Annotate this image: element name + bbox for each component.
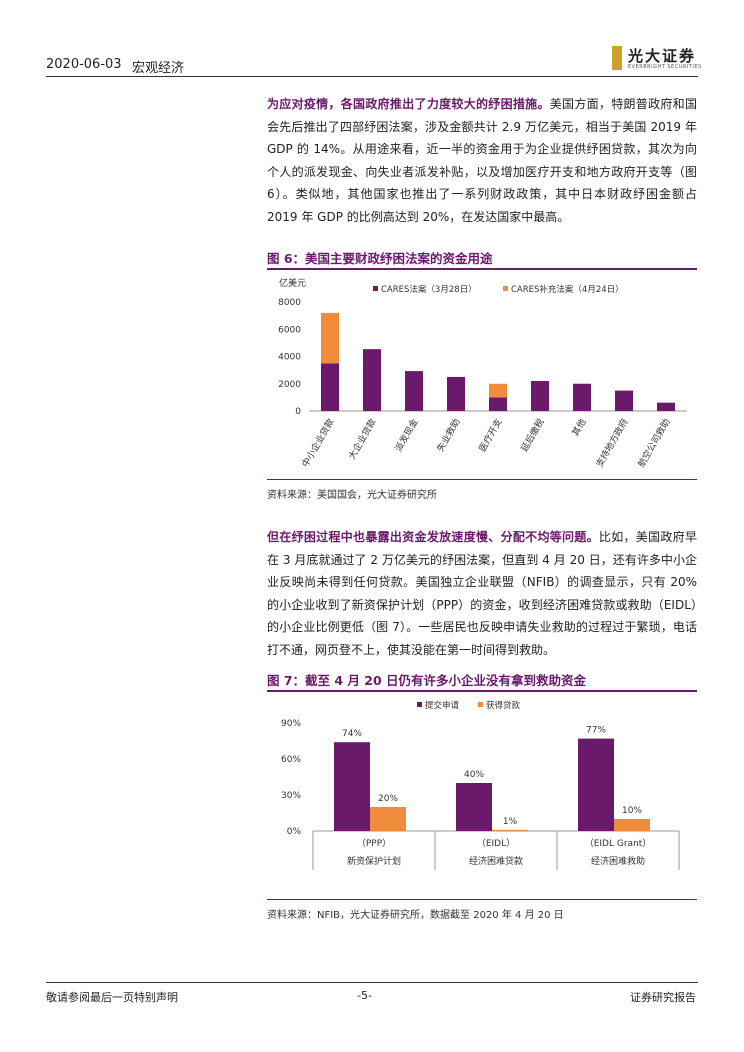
bar bbox=[615, 390, 633, 411]
figure-6-title: 图 6：美国主要财政纾困法案的资金用途 bbox=[267, 251, 493, 266]
y-tick-label: 8000 bbox=[278, 298, 301, 308]
data-label: 1% bbox=[503, 817, 518, 827]
y-tick-label: 0% bbox=[287, 827, 302, 837]
legend-label: CARES法案（3月28日） bbox=[381, 284, 477, 295]
x-group-label: 经济困难贷款 bbox=[469, 855, 523, 867]
data-label: 10% bbox=[622, 806, 642, 816]
x-group-label: 新资保护计划 bbox=[347, 855, 401, 867]
bar bbox=[321, 363, 339, 411]
paragraph-2: 但在纾困过程中也暴露出资金发放速度慢、分配不均等问题。比如，美国政府早在 3 月… bbox=[267, 526, 697, 661]
x-tick-label: 其他 bbox=[569, 417, 588, 439]
figure-7-title: 图 7：截至 4 月 20 日仍有许多小企业没有拿到救助资金 bbox=[267, 673, 587, 688]
bar bbox=[334, 742, 370, 831]
x-tick-label: 大企业贷款 bbox=[346, 417, 379, 462]
bar bbox=[489, 383, 507, 398]
bar bbox=[405, 371, 423, 411]
legend-swatch bbox=[417, 702, 422, 707]
legend-swatch bbox=[478, 702, 483, 707]
bar bbox=[531, 381, 549, 411]
x-tick-label: 派发现金 bbox=[392, 417, 420, 454]
paragraph-1-body: 美国方面，特朗普政府和国会先后推出了四部纾困法案，涉及金额共计 2.9 万亿美元… bbox=[267, 97, 697, 224]
bar bbox=[492, 829, 528, 831]
y-tick-label: 90% bbox=[281, 719, 301, 729]
legend-label: 提交申请 bbox=[425, 700, 460, 711]
paragraph-1: 为应对疫情，各国政府推出了力度较大的纾困措施。美国方面，特朗普政府和国会先后推出… bbox=[267, 93, 697, 228]
footer-disclaimer: 敬请参阅最后一页特别声明 bbox=[46, 991, 178, 1004]
figure-6-chart: 亿美元 0 2000 4000 6000 8000 CARES法案（3月28日） CARES补… bbox=[278, 277, 687, 470]
x-tick-label: 失业救助 bbox=[434, 417, 462, 454]
report-category: 宏观经济 bbox=[132, 61, 185, 76]
figure-7-chart: 0% 30% 60% 90% 提交申请 获得贷款 74% 20% （PPP） 新资保护计划 40% 1… bbox=[281, 700, 680, 870]
paragraph-1-lead: 为应对疫情，各国政府推出了力度较大的纾困措施。 bbox=[267, 97, 550, 111]
x-tick-label: （PPP） bbox=[357, 838, 391, 849]
y-axis-unit: 亿美元 bbox=[279, 277, 306, 289]
report-date: 2020-06-03 bbox=[46, 57, 122, 72]
figure-6-source: 资料来源：美国国会，光大证券研究所 bbox=[267, 490, 437, 501]
figure-7-source: 资料来源：NFIB，光大证券研究所，数据截至 2020 年 4 月 20 日 bbox=[267, 910, 564, 921]
page-number: -5- bbox=[357, 989, 372, 1002]
y-tick-label: 4000 bbox=[278, 353, 301, 363]
y-tick-label: 0 bbox=[295, 407, 301, 417]
x-tick-label: （EIDL Grant） bbox=[585, 838, 652, 849]
bar bbox=[456, 783, 492, 831]
y-tick-label: 6000 bbox=[278, 325, 301, 335]
bar bbox=[657, 402, 675, 411]
x-tick-label: 医疗开支 bbox=[476, 417, 504, 454]
bar bbox=[489, 397, 507, 411]
bar bbox=[578, 738, 614, 831]
paragraph-2-body: 比如，美国政府早在 3 月底就通过了 2 万亿美元的纾困法案，但直到 4 月 2… bbox=[267, 530, 697, 657]
y-tick-label: 2000 bbox=[278, 380, 301, 390]
y-tick-label: 30% bbox=[281, 791, 301, 801]
bar bbox=[573, 383, 591, 411]
figure-7-bottom-rule bbox=[267, 899, 697, 900]
legend-swatch bbox=[503, 286, 508, 291]
bar bbox=[370, 807, 406, 831]
y-tick-label: 60% bbox=[281, 755, 301, 765]
paragraph-2-lead: 但在纾困过程中也暴露出资金发放速度慢、分配不均等问题。 bbox=[267, 530, 599, 544]
data-label: 74% bbox=[342, 729, 362, 739]
bar bbox=[614, 819, 650, 831]
bar bbox=[447, 376, 465, 411]
data-label: 77% bbox=[586, 726, 606, 736]
logo-icon bbox=[612, 46, 622, 70]
bar bbox=[321, 312, 339, 364]
logo-subtext: EVERBRIGHT SECURITIES bbox=[628, 64, 702, 70]
figure-7-top-rule bbox=[267, 690, 697, 692]
footer-divider bbox=[46, 982, 698, 983]
x-group-label: 经济困难救助 bbox=[591, 855, 645, 867]
x-tick-label: （EIDL） bbox=[477, 838, 515, 849]
figure-6-top-rule bbox=[267, 268, 697, 270]
figure-6-bottom-rule bbox=[267, 479, 697, 480]
legend-label: CARES补充法案（4月24日） bbox=[511, 284, 624, 295]
x-tick-label: 延后缴税 bbox=[518, 417, 546, 454]
header-divider bbox=[46, 76, 698, 77]
data-label: 40% bbox=[464, 770, 484, 780]
bar bbox=[363, 349, 381, 411]
logo-text: 光大证券 bbox=[628, 47, 697, 65]
x-tick-label: 支持地方政府 bbox=[593, 417, 630, 470]
footer-report-type: 证券研究报告 bbox=[630, 991, 696, 1004]
data-label: 20% bbox=[378, 794, 398, 804]
legend-label: 获得贷款 bbox=[486, 700, 521, 711]
legend-swatch bbox=[373, 286, 378, 291]
x-tick-label: 中小企业贷款 bbox=[299, 417, 336, 470]
x-tick-label: 航空公司救助 bbox=[635, 417, 672, 470]
